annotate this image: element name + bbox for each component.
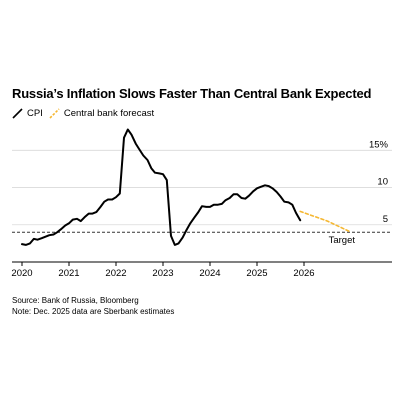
data-note: Note: Dec. 2025 data are Sberbank estima… — [12, 306, 175, 316]
x-tick-label: 2022 — [105, 268, 126, 279]
legend-item-forecast: Central bank forecast — [49, 108, 154, 119]
chart-title: Russia’s Inflation Slows Faster Than Cen… — [12, 86, 372, 101]
y-tick-label: 10 — [377, 177, 388, 188]
x-tick-label: 2020 — [11, 268, 32, 279]
legend-swatch-forecast — [49, 108, 60, 119]
y-tick-label: 15% — [369, 139, 389, 150]
x-tick-label: 2023 — [152, 268, 173, 279]
x-tick-label: 2021 — [58, 268, 79, 279]
legend-item-cpi: CPI — [12, 108, 43, 119]
y-tick-label: 5 — [383, 214, 388, 225]
legend-label-cpi: CPI — [27, 108, 43, 119]
legend-label-forecast: Central bank forecast — [63, 108, 155, 119]
x-tick-label: 2024 — [199, 268, 220, 279]
forecast-series-line — [299, 210, 352, 233]
cpi-series-line — [21, 128, 302, 246]
chart-legend: CPI Central bank forecast — [12, 108, 154, 119]
x-tick-label: 2026 — [293, 268, 314, 279]
source-note: Source: Bank of Russia, Bloomberg — [12, 296, 139, 305]
x-tick-label: 2025 — [246, 268, 267, 279]
target-label: Target — [329, 235, 356, 246]
chart-footer: Source: Bank of Russia, Bloomberg Note: … — [12, 296, 174, 317]
legend-swatch-cpi — [12, 108, 23, 119]
